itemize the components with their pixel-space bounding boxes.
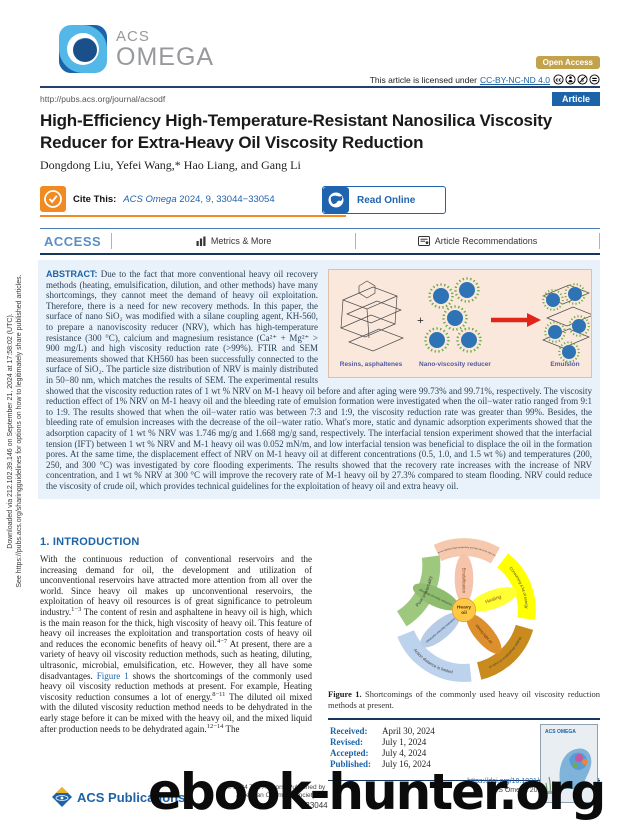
abstract-section: + — [38, 260, 600, 500]
author-list: Dongdong Liu, Yefei Wang,* Hao Liang, an… — [40, 158, 301, 172]
section-heading-introduction: 1. INTRODUCTION — [40, 536, 140, 548]
read-online-button[interactable]: Read Online — [322, 186, 446, 214]
svg-text:ACS OMEGA: ACS OMEGA — [545, 729, 576, 735]
svg-text:$: $ — [581, 78, 585, 84]
svg-text:cc: cc — [556, 77, 562, 83]
received-label: Received: — [330, 726, 368, 736]
globe-icon — [323, 187, 349, 213]
graphical-abstract: + — [328, 269, 594, 378]
cite-reference[interactable]: ACS Omega 2024, 9, 33044−33054 — [123, 193, 275, 205]
svg-text:Emulsion: Emulsion — [550, 361, 579, 368]
journal-url[interactable]: http://pubs.acs.org/journal/acsodf — [40, 94, 166, 104]
accepted-label: Accepted: — [330, 748, 369, 758]
cite-label: Cite This: — [73, 193, 117, 205]
petal-label: Heating — [484, 594, 502, 605]
cc-nd-icon — [589, 74, 600, 85]
download-notice-line1: Downloaded via 212.102.39.146 on Septemb… — [7, 313, 14, 549]
logo-text-omega: OMEGA — [116, 42, 215, 71]
ebook-watermark: ebook-hunter.org — [148, 763, 606, 821]
read-online-label: Read Online — [357, 194, 416, 206]
cite-this[interactable]: Cite This: ACS Omega 2024, 9, 33044−3305… — [40, 186, 275, 212]
access-bar: ACCESS Metrics & More Article Recommenda… — [40, 228, 600, 255]
published-date: July 16, 2024 — [382, 759, 431, 769]
cc-license-icons: cc $ — [553, 74, 600, 85]
abstract-label: ABSTRACT: — [46, 269, 98, 279]
journal-logo: ACS OMEGA — [58, 24, 214, 74]
metrics-and-more-link[interactable]: Metrics & More — [112, 236, 355, 246]
download-notice-sidebar: Downloaded via 212.102.39.146 on Septemb… — [6, 226, 26, 638]
figure-center-label: Heavy — [457, 605, 472, 611]
svg-text:+: + — [417, 313, 424, 327]
open-access-badge: Open Access — [535, 56, 600, 69]
cc-icon: cc — [553, 74, 564, 85]
accepted-date: July 4, 2024 — [382, 748, 427, 758]
cc-by-icon — [565, 74, 576, 85]
svg-text:Resins, asphaltenes: Resins, asphaltenes — [340, 361, 403, 368]
acs-omega-logo-icon — [59, 25, 107, 73]
acs-publications-label[interactable]: ACS Publications — [77, 789, 186, 805]
received-date: April 30, 2024 — [382, 726, 435, 736]
divider — [599, 233, 600, 249]
cite-underline — [40, 215, 346, 217]
journal-cover-thumbnail: ACS OMEGA — [540, 724, 598, 803]
petal-label: Emulsification — [462, 568, 467, 594]
cite-check-icon — [40, 186, 66, 212]
page-title: High-Efficiency High-Temperature-Resista… — [40, 111, 553, 152]
revised-label: Revised: — [330, 737, 363, 747]
article-recommendations-icon — [417, 236, 430, 246]
svg-text:Nano-viscosity reducer: Nano-viscosity reducer — [419, 361, 491, 368]
acs-publications-logo: ACS Publications — [52, 787, 185, 807]
abstract-text: ABSTRACT: Due to the fact that more conv… — [46, 269, 592, 491]
page-number: 33044 — [305, 801, 328, 810]
figure1-caption: Figure 1. Shortcomings of the commonly u… — [328, 689, 600, 710]
article-type-badge: Article — [551, 92, 600, 106]
figure1-diagram: Emulsification Heating Mixing light oil … — [396, 538, 536, 682]
introduction-paragraph: With the continuous reduction of convent… — [40, 554, 312, 734]
published-label: Published: — [330, 759, 372, 769]
license-link[interactable]: CC-BY-NC-ND 4.0 — [479, 74, 550, 85]
doi-link[interactable]: https://doi.org/10.1021/acsomega.4c04344 — [467, 778, 600, 785]
access-link[interactable]: ACCESS — [44, 233, 102, 249]
download-notice-line2: See https://pubs.acs.org/sharingguidelin… — [16, 274, 23, 588]
header-rule — [40, 86, 600, 88]
article-dates-box: Received: April 30, 2024 Revised: July 1… — [328, 718, 600, 803]
article-recommendations-link[interactable]: Article Recommendations — [356, 236, 599, 246]
reaction-arrow — [491, 313, 541, 327]
logo-text-acs: ACS — [116, 27, 150, 45]
copyright-notice: © 2024 The Authors. Published by America… — [226, 784, 326, 799]
acs-publications-logo-icon — [52, 787, 72, 807]
bar-chart-icon — [196, 236, 206, 246]
divider — [355, 233, 357, 249]
license-text: This article is licensed under — [369, 74, 477, 85]
svg-text:oil: oil — [461, 610, 467, 616]
revised-date: July 1, 2024 — [382, 737, 427, 747]
cc-nc-icon: $ — [577, 74, 588, 85]
divider — [111, 233, 113, 249]
